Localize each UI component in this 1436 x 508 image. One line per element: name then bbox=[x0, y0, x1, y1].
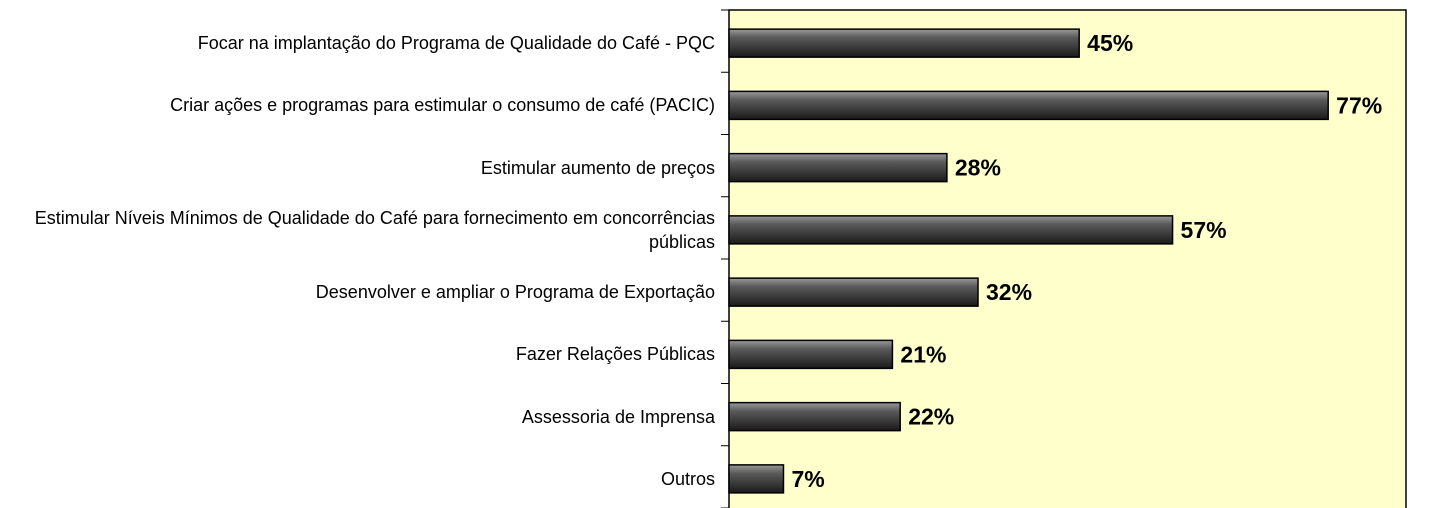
value-label: 21% bbox=[900, 341, 946, 367]
value-label: 22% bbox=[908, 404, 954, 430]
bar bbox=[728, 215, 1174, 245]
category-label: Assessoria de Imprensa bbox=[521, 406, 715, 427]
bar bbox=[728, 28, 1080, 58]
value-label: 32% bbox=[986, 279, 1032, 305]
category-label: Focar na implantação do Programa de Qual… bbox=[197, 33, 715, 54]
value-label: 28% bbox=[955, 155, 1001, 181]
category-label: Criar ações e programas para estimular o… bbox=[170, 95, 715, 116]
value-label: 57% bbox=[1181, 217, 1227, 243]
value-label: 7% bbox=[791, 466, 824, 492]
bar bbox=[728, 339, 894, 370]
category-label: Fazer Relações Públicas bbox=[515, 344, 715, 365]
bar bbox=[728, 401, 901, 432]
category-label: Estimular aumento de preços bbox=[480, 157, 715, 178]
bar bbox=[728, 277, 979, 307]
category-label: Desenvolver e ampliar o Programa de Expo… bbox=[315, 282, 715, 303]
value-label: 45% bbox=[1087, 30, 1133, 56]
value-label: 77% bbox=[1336, 92, 1382, 118]
bar bbox=[728, 464, 785, 494]
bar bbox=[728, 90, 1329, 121]
category-label: Estimular Níveis Mínimos de Qualidade do… bbox=[34, 207, 715, 252]
category-label: Outros bbox=[660, 468, 715, 489]
bar bbox=[728, 152, 948, 183]
plot-area bbox=[728, 9, 1407, 508]
